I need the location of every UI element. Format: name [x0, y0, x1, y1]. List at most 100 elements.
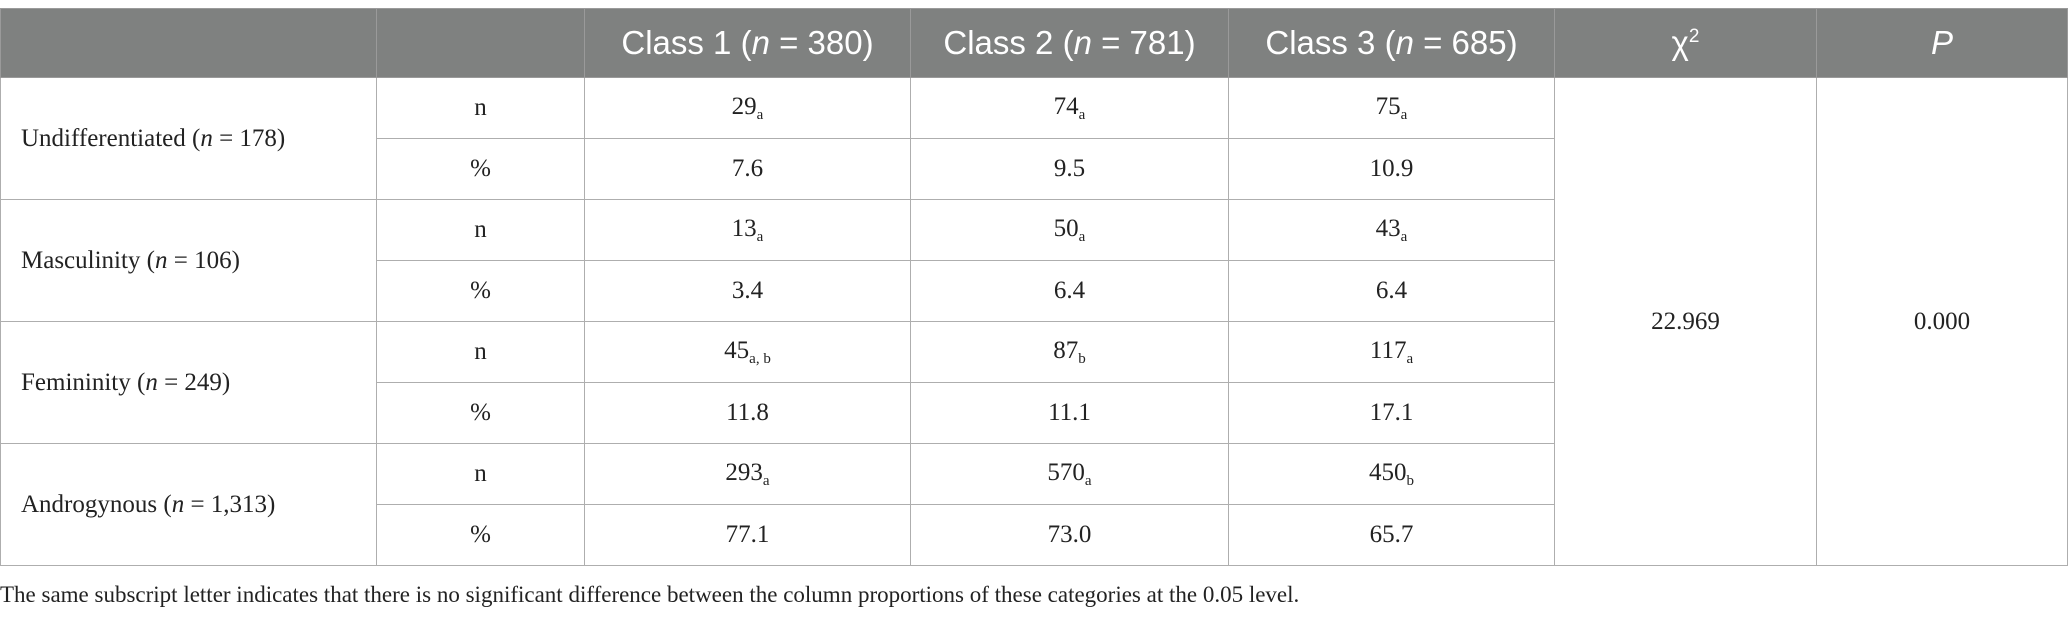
row-label-n: n: [145, 368, 158, 396]
count-subscript: a: [1400, 228, 1408, 245]
count-value: 50: [1053, 214, 1079, 242]
class-header-text: Class 3 (: [1265, 24, 1396, 61]
count-subscript: a: [1078, 228, 1086, 245]
count-cell: 450b: [1228, 443, 1555, 505]
row-label-n: n: [171, 490, 185, 518]
percent-cell: 9.5: [910, 138, 1229, 200]
row-label-text: = 249): [157, 368, 231, 396]
count-subscript: a: [1084, 472, 1092, 489]
class-header-text: Class 2 (: [943, 24, 1074, 61]
row-label: Masculinity (n = 106): [0, 199, 377, 322]
row-label-text: = 1,313): [184, 490, 276, 518]
count-cell: 570a: [910, 443, 1229, 505]
data-table: Class 1 (n = 380) Class 2 (n = 781) Class …: [0, 8, 2068, 566]
count-value: 450: [1369, 458, 1407, 486]
count-cell: 29a: [584, 77, 911, 139]
class-header-n: n: [751, 24, 770, 61]
chi-symbol: χ: [1671, 24, 1689, 61]
percent-cell: 6.4: [1228, 260, 1555, 322]
percent-cell: 65.7: [1228, 504, 1555, 566]
count-value: 74: [1053, 92, 1079, 120]
header-cell: Class 2 (n = 781): [910, 8, 1229, 78]
chi-value: 22.969: [1554, 77, 1817, 566]
percent-cell: 7.6: [584, 138, 911, 200]
class-header-text: = 380): [769, 24, 874, 61]
class-header-n: n: [1073, 24, 1092, 61]
count-cell: 13a: [584, 199, 911, 261]
p-value: 0.000: [1816, 77, 2068, 566]
header-cell: [376, 8, 585, 78]
count-subscript: a: [756, 228, 764, 245]
count-value: 293: [725, 458, 763, 486]
chi-superscript: 2: [1688, 26, 1700, 47]
stat-label: %: [376, 382, 585, 444]
row-label: Undifferentiated (n = 178): [0, 77, 377, 200]
header-cell: Class 1 (n = 380): [584, 8, 911, 78]
percent-cell: 11.1: [910, 382, 1229, 444]
class-header-n: n: [1395, 24, 1414, 61]
row-label: Femininity (n = 249): [0, 321, 377, 444]
row-label-text: Androgynous (: [21, 490, 172, 518]
count-cell: 43a: [1228, 199, 1555, 261]
count-value: 29: [731, 92, 757, 120]
count-subscript: a: [1400, 106, 1408, 123]
count-value: 570: [1047, 458, 1085, 486]
count-value: 13: [731, 214, 757, 242]
table-row: Undifferentiated (n = 178) n 29a 74a 75a 22.9…: [0, 77, 2068, 566]
stat-label: %: [376, 504, 585, 566]
count-cell: 45a, b: [584, 321, 911, 383]
stat-label: n: [376, 443, 585, 505]
percent-cell: 11.8: [584, 382, 911, 444]
percent-cell: 17.1: [1228, 382, 1555, 444]
table-row: % 3.4 6.4 6.4: [1, 260, 2068, 322]
table-body: Undifferentiated (n = 178) n 29a 74a 75a 22.9…: [0, 77, 2068, 566]
stat-label: n: [376, 199, 585, 261]
header-cell: Class 3 (n = 685): [1228, 8, 1555, 78]
table-row: % 77.1 73.0 65.7: [1, 504, 2068, 566]
row-label-text: = 178): [212, 124, 286, 152]
percent-cell: 6.4: [910, 260, 1229, 322]
row-label: Androgynous (n = 1,313): [0, 443, 377, 566]
count-value: 43: [1375, 214, 1401, 242]
count-cell: 117a: [1228, 321, 1555, 383]
count-cell: 293a: [584, 443, 911, 505]
count-subscript: b: [1078, 350, 1086, 367]
count-subscript: a: [762, 472, 770, 489]
header-cell: χ2: [1554, 8, 1817, 78]
count-value: 117: [1369, 336, 1407, 364]
stat-label: %: [376, 260, 585, 322]
count-cell: 74a: [910, 77, 1229, 139]
count-subscript: a: [1406, 350, 1414, 367]
footnote: The same subscript letter indicates that…: [0, 582, 1300, 607]
class-header-text: Class 1 (: [621, 24, 752, 61]
header-cell: [0, 8, 377, 78]
stat-label: n: [376, 77, 585, 139]
row-label-text: = 106): [167, 246, 240, 274]
count-cell: 87b: [910, 321, 1229, 383]
table-row: % 7.6 9.5 10.9: [1, 138, 2068, 200]
count-subscript: a: [1078, 106, 1086, 123]
count-cell: 75a: [1228, 77, 1555, 139]
percent-cell: 3.4: [584, 260, 911, 322]
count-subscript: a, b: [749, 350, 771, 367]
stat-label: n: [376, 321, 585, 383]
percent-cell: 10.9: [1228, 138, 1555, 200]
percent-cell: 77.1: [584, 504, 911, 566]
count-value: 45: [724, 336, 750, 364]
count-subscript: b: [1406, 472, 1415, 489]
table-row: % 11.8 11.1 17.1: [1, 382, 2068, 444]
count-subscript: a: [756, 106, 764, 123]
count-value: 87: [1053, 336, 1079, 364]
row-label-text: Undifferentiated (: [21, 124, 201, 152]
stat-label: %: [376, 138, 585, 200]
header-cell: P: [1816, 8, 2068, 78]
percent-cell: 73.0: [910, 504, 1229, 566]
row-label-n: n: [155, 246, 168, 274]
count-value: 75: [1375, 92, 1401, 120]
header-row: Class 1 (n = 380) Class 2 (n = 781) Class …: [0, 8, 2068, 78]
class-header-text: = 781): [1091, 24, 1196, 61]
p-header: P: [1930, 24, 1953, 61]
row-label-text: Masculinity (: [21, 246, 156, 274]
row-label-n: n: [200, 124, 213, 152]
